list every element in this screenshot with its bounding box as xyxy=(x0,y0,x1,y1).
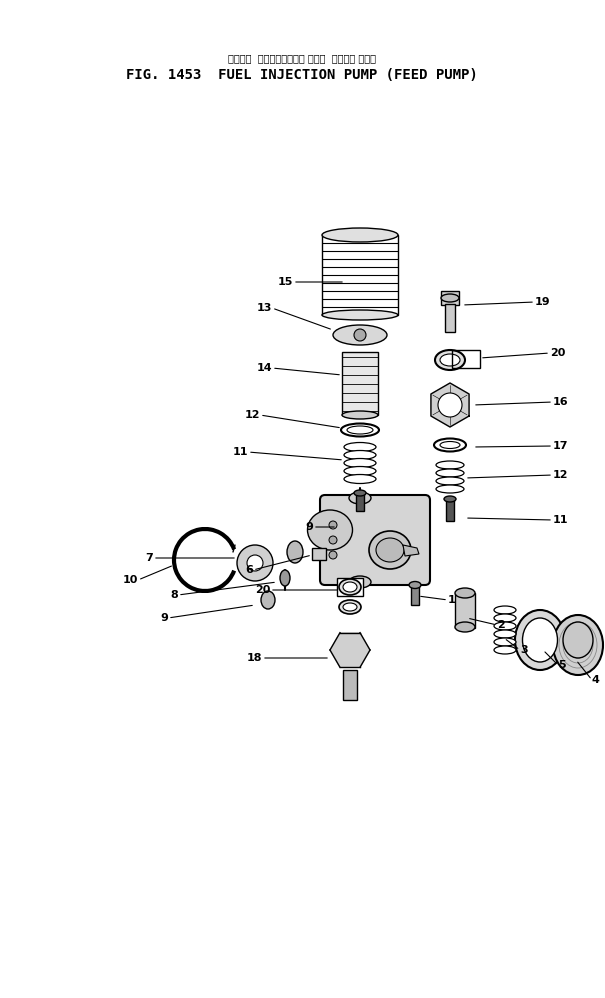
Ellipse shape xyxy=(434,438,466,451)
Bar xyxy=(446,499,454,521)
Text: 2: 2 xyxy=(497,620,505,630)
Ellipse shape xyxy=(333,325,387,345)
Circle shape xyxy=(237,545,273,581)
Ellipse shape xyxy=(494,622,516,630)
Text: 10: 10 xyxy=(123,575,138,585)
Ellipse shape xyxy=(494,630,516,638)
Circle shape xyxy=(247,555,263,571)
Ellipse shape xyxy=(440,441,460,448)
Circle shape xyxy=(354,329,366,341)
Text: フェエル  インジェクション ポンプ  フィード ポンプ: フェエル インジェクション ポンプ フィード ポンプ xyxy=(228,53,376,63)
Text: 13: 13 xyxy=(257,303,272,313)
Bar xyxy=(322,235,398,315)
Bar xyxy=(356,493,364,511)
Text: 4: 4 xyxy=(592,675,600,685)
Ellipse shape xyxy=(494,606,516,614)
Bar xyxy=(441,291,459,305)
Ellipse shape xyxy=(436,485,464,493)
Ellipse shape xyxy=(494,614,516,622)
Ellipse shape xyxy=(341,423,379,436)
Ellipse shape xyxy=(344,442,376,451)
Text: 20: 20 xyxy=(255,585,270,595)
Bar xyxy=(445,304,455,332)
Ellipse shape xyxy=(515,610,565,670)
Ellipse shape xyxy=(455,588,475,598)
Text: 5: 5 xyxy=(558,660,566,670)
Bar xyxy=(452,350,480,368)
Text: FIG. 1453  FUEL INJECTION PUMP (FEED PUMP): FIG. 1453 FUEL INJECTION PUMP (FEED PUMP… xyxy=(126,68,478,82)
Ellipse shape xyxy=(343,582,357,592)
Text: 9: 9 xyxy=(305,522,313,532)
Ellipse shape xyxy=(369,531,411,569)
Circle shape xyxy=(329,536,337,544)
Text: 7: 7 xyxy=(145,553,153,563)
Ellipse shape xyxy=(436,461,464,469)
Ellipse shape xyxy=(344,474,376,483)
Text: 18: 18 xyxy=(246,653,262,663)
Ellipse shape xyxy=(339,579,361,595)
Polygon shape xyxy=(312,548,326,560)
Bar xyxy=(455,593,475,628)
Ellipse shape xyxy=(287,541,303,563)
Ellipse shape xyxy=(344,466,376,475)
Circle shape xyxy=(329,551,337,559)
Text: 6: 6 xyxy=(245,565,253,575)
Ellipse shape xyxy=(444,496,456,502)
Text: 19: 19 xyxy=(535,297,551,307)
Text: 8: 8 xyxy=(170,590,178,600)
Polygon shape xyxy=(403,545,419,556)
Ellipse shape xyxy=(347,426,373,434)
Text: 15: 15 xyxy=(278,277,293,287)
Text: 3: 3 xyxy=(520,645,528,655)
Text: 9: 9 xyxy=(160,613,168,623)
Circle shape xyxy=(438,393,462,417)
Ellipse shape xyxy=(343,603,357,611)
Bar xyxy=(342,352,378,415)
Ellipse shape xyxy=(280,570,290,586)
Text: 11: 11 xyxy=(232,447,248,457)
Bar xyxy=(337,578,363,596)
Ellipse shape xyxy=(307,510,353,550)
FancyBboxPatch shape xyxy=(320,495,430,585)
Text: 12: 12 xyxy=(553,470,569,480)
Ellipse shape xyxy=(494,638,516,646)
Polygon shape xyxy=(330,633,370,668)
Ellipse shape xyxy=(563,622,593,658)
Ellipse shape xyxy=(441,294,459,302)
Ellipse shape xyxy=(436,477,464,485)
Polygon shape xyxy=(431,383,469,427)
Text: 12: 12 xyxy=(244,410,260,420)
Bar xyxy=(411,585,419,605)
Ellipse shape xyxy=(261,591,275,609)
Ellipse shape xyxy=(523,618,557,662)
Ellipse shape xyxy=(322,310,398,320)
Ellipse shape xyxy=(409,582,421,589)
Text: 14: 14 xyxy=(257,363,272,373)
Ellipse shape xyxy=(344,458,376,467)
Bar xyxy=(343,670,357,700)
Ellipse shape xyxy=(322,228,398,242)
Ellipse shape xyxy=(339,600,361,614)
Ellipse shape xyxy=(455,622,475,632)
Circle shape xyxy=(329,521,337,529)
Ellipse shape xyxy=(354,490,366,496)
Ellipse shape xyxy=(349,492,371,504)
Ellipse shape xyxy=(342,411,378,419)
Ellipse shape xyxy=(376,538,404,562)
Ellipse shape xyxy=(436,469,464,477)
Text: 20: 20 xyxy=(550,348,566,358)
Text: 17: 17 xyxy=(553,441,569,451)
Text: 11: 11 xyxy=(553,515,569,525)
Ellipse shape xyxy=(349,576,371,588)
Ellipse shape xyxy=(494,646,516,654)
Ellipse shape xyxy=(553,615,603,675)
Ellipse shape xyxy=(435,350,465,370)
Text: 16: 16 xyxy=(553,397,569,407)
Ellipse shape xyxy=(344,450,376,459)
Text: 1: 1 xyxy=(448,595,456,605)
Ellipse shape xyxy=(440,354,460,366)
